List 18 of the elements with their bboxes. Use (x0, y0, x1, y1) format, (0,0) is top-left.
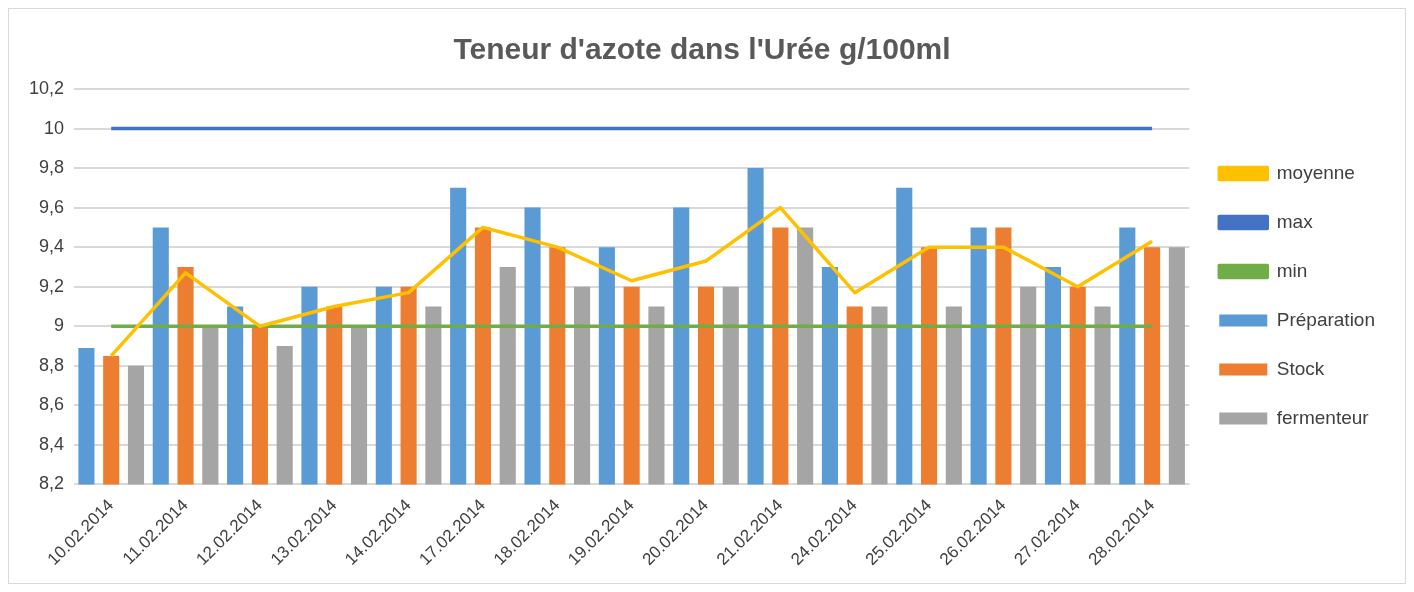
y-tick-label: 9,2 (39, 275, 65, 296)
y-tick-label: 9 (54, 315, 65, 336)
legend-label: fermenteur (1276, 406, 1370, 428)
y-tick-label: 10 (44, 117, 65, 138)
y-tick-label: 9,8 (39, 157, 65, 178)
y-tick-label: 9,6 (39, 196, 65, 217)
y-tick-label: 8,4 (39, 433, 65, 454)
legend-label: min (1276, 259, 1308, 281)
legend-label: Stock (1276, 357, 1325, 379)
y-tick-label: 8,2 (39, 473, 65, 494)
legend-label: max (1276, 210, 1314, 232)
legend-label: moyenne (1276, 161, 1355, 183)
legend-label: Préparation (1276, 308, 1376, 330)
y-tick-label: 9,4 (39, 236, 65, 257)
y-tick-label: 10,2 (28, 77, 65, 98)
y-tick-label: 8,6 (39, 394, 65, 415)
chart-title: Teneur d'azote dans l'Urée g/100ml (453, 32, 951, 66)
y-tick-label: 8,8 (39, 354, 65, 375)
